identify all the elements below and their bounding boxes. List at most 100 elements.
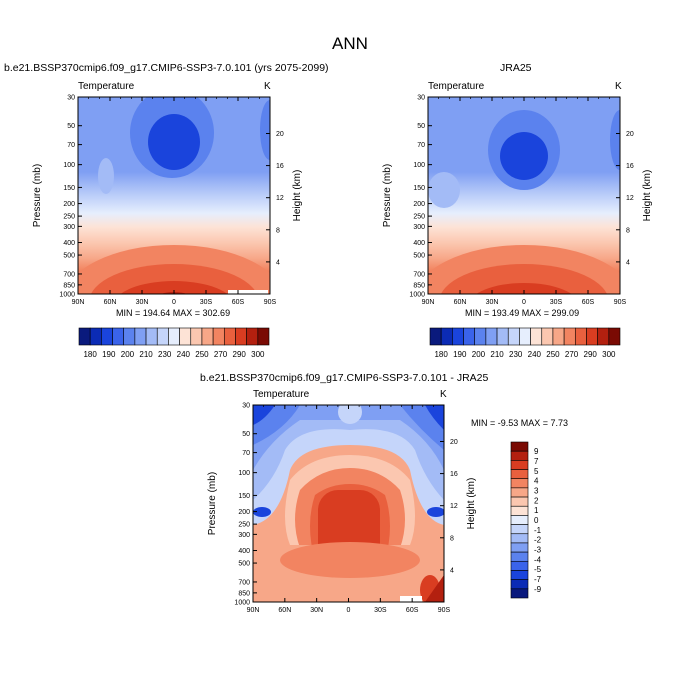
colorbar-label: 300 xyxy=(251,350,265,359)
y-tick-label: 70 xyxy=(242,450,250,457)
colorbar-cell xyxy=(510,441,529,452)
colorbar-cell xyxy=(201,327,214,346)
colorbar-cell xyxy=(123,327,136,346)
colorbar-label: 270 xyxy=(565,350,579,359)
x-tick-label: 90S xyxy=(614,299,627,306)
colorbar-label: -4 xyxy=(534,555,542,564)
colorbar-label: 3 xyxy=(534,487,539,496)
colorbar-cell xyxy=(510,505,529,516)
colorbar-cell xyxy=(510,524,529,535)
y-tick-label: 30 xyxy=(417,95,425,102)
colorbar-cell xyxy=(510,560,529,571)
y-tick-label: 500 xyxy=(413,253,425,260)
colorbar-label: 180 xyxy=(83,350,97,359)
x-tick-label: 90S xyxy=(264,299,277,306)
colorbar-cell xyxy=(168,327,180,346)
colorbar-label: 240 xyxy=(177,350,191,359)
colorbar-cell xyxy=(608,327,621,346)
y2-tick-label: 12 xyxy=(626,195,634,202)
colorbar-label: 250 xyxy=(546,350,560,359)
colorbar-cell xyxy=(246,327,259,346)
y-tick-label: 50 xyxy=(242,431,250,438)
y-tick-label: 200 xyxy=(238,509,250,516)
colorbar-cell xyxy=(474,327,487,346)
panel2-minmax: MIN = 193.49 MAX = 299.09 xyxy=(465,308,580,318)
colorbar-cell xyxy=(78,327,91,346)
colorbar-label: 270 xyxy=(214,350,228,359)
x-tick-label: 0 xyxy=(347,607,351,614)
y2-axis-title: Height (km) xyxy=(642,170,653,222)
colorbar-label: -1 xyxy=(534,526,542,535)
x-tick-label: 90S xyxy=(438,607,451,614)
y-tick-label: 100 xyxy=(63,162,75,169)
colorbar-cell xyxy=(440,327,453,346)
y-tick-label: 100 xyxy=(413,162,425,169)
y-tick-label: 700 xyxy=(413,271,425,278)
colorbar-label: -3 xyxy=(534,545,542,554)
colorbar-cell xyxy=(574,327,587,346)
y-tick-label: 400 xyxy=(63,240,75,247)
panel1-minmax: MIN = 194.64 MAX = 302.69 xyxy=(116,308,231,318)
y-tick-label: 200 xyxy=(413,201,425,208)
colorbar-cell xyxy=(563,327,576,346)
x-tick-label: 60S xyxy=(406,607,419,614)
colorbar-label: 290 xyxy=(233,350,247,359)
panel2-contours xyxy=(428,97,620,294)
y-tick-label: 400 xyxy=(238,548,250,555)
y-tick-label: 70 xyxy=(417,142,425,149)
panel1-title: b.e21.BSSP370cmip6.f09_g17.CMIP6-SSP3-7.… xyxy=(4,62,329,74)
y-tick-label: 850 xyxy=(413,282,425,289)
colorbar-cell xyxy=(156,327,169,346)
colorbar-cell xyxy=(552,327,565,346)
x-tick-label: 60S xyxy=(232,299,245,306)
colorbar-label: 200 xyxy=(472,350,486,359)
y2-axis-title: Height (km) xyxy=(292,170,303,222)
y2-tick-label: 8 xyxy=(450,535,454,542)
colorbar-cell xyxy=(510,588,529,599)
panel2-title: JRA25 xyxy=(500,62,532,74)
y2-tick-label: 12 xyxy=(450,503,458,510)
colorbar-label: 180 xyxy=(434,350,448,359)
colorbar-cell xyxy=(510,515,529,525)
panel3-contours xyxy=(253,405,444,602)
colorbar-cell xyxy=(496,327,509,346)
panel3-units: K xyxy=(440,389,447,400)
colorbar-label: 200 xyxy=(121,350,135,359)
y-tick-label: 500 xyxy=(63,253,75,260)
colorbar-label: 240 xyxy=(528,350,542,359)
colorbar-label: 0 xyxy=(534,516,539,525)
y2-tick-label: 8 xyxy=(626,227,630,234)
colorbar-cell xyxy=(530,327,543,346)
x-tick-label: 30N xyxy=(310,607,323,614)
colorbar-label: -9 xyxy=(534,585,542,594)
panel1-units: K xyxy=(264,81,271,92)
y-tick-label: 70 xyxy=(67,142,75,149)
colorbar-cell xyxy=(507,327,520,346)
colorbar-cell xyxy=(190,327,203,346)
colorbar-cell xyxy=(510,533,529,544)
colorbar-cell xyxy=(145,327,158,346)
x-tick-label: 90N xyxy=(422,299,435,306)
x-tick-label: 30S xyxy=(374,607,387,614)
colorbar-label: 190 xyxy=(102,350,116,359)
y-tick-label: 400 xyxy=(413,240,425,247)
y2-tick-label: 4 xyxy=(626,259,630,266)
y-tick-label: 150 xyxy=(413,185,425,192)
y2-tick-label: 16 xyxy=(450,471,458,478)
colorbar-label: 210 xyxy=(490,350,504,359)
colorbar-cell xyxy=(452,327,464,346)
colorbar-label: 230 xyxy=(509,350,523,359)
colorbar-cell xyxy=(179,327,192,346)
x-tick-label: 60N xyxy=(454,299,467,306)
figure-title: ANN xyxy=(332,34,368,53)
colorbar-cell xyxy=(510,487,529,498)
panel1-contours xyxy=(78,97,270,294)
panel3-title: b.e21.BSSP370cmip6.f09_g17.CMIP6-SSP3-7.… xyxy=(200,372,489,384)
colorbar-cell xyxy=(510,469,529,480)
colorbar-label: -5 xyxy=(534,565,542,574)
colorbar-cell xyxy=(586,327,598,346)
y-tick-label: 300 xyxy=(238,532,250,539)
y-tick-label: 200 xyxy=(63,201,75,208)
x-tick-label: 60N xyxy=(278,607,291,614)
colorbar-label: 7 xyxy=(534,457,539,466)
